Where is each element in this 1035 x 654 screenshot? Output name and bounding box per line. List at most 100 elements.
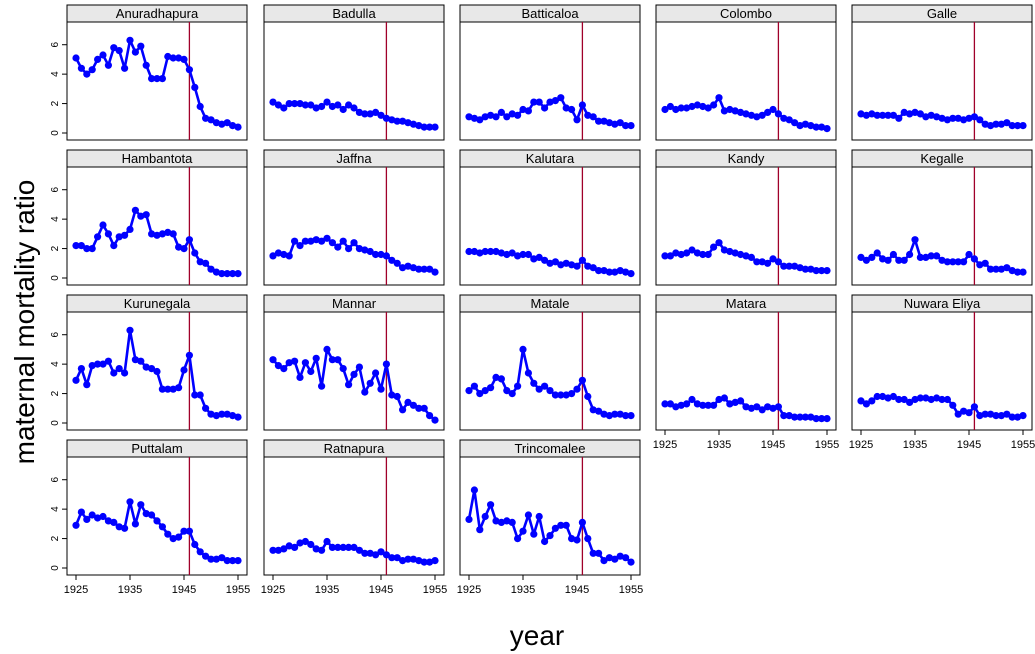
data-point [404,119,412,127]
data-point [965,409,973,417]
data-point [393,392,401,401]
data-point [557,391,565,399]
panel-title: Hambantota [122,151,194,166]
data-point [223,270,231,278]
data-point [497,249,505,257]
data-point [180,245,188,253]
data-point [94,514,102,522]
data-point [785,262,793,270]
data-point [409,555,417,563]
data-point [148,511,156,519]
panel-puttalam: Puttalam 0 2 4 6 1925 1935 1945 1955 [50,439,250,596]
data-point [470,247,478,256]
data-point [291,543,299,552]
data-point [857,110,865,118]
y-tick-label: 6 [50,476,61,482]
data-point [949,114,957,122]
data-point [970,403,979,411]
data-point [212,119,220,127]
data-point [605,554,614,562]
x-tick-label: 1945 [172,584,196,596]
data-point [409,120,417,128]
x-tick-label: 1935 [315,584,339,596]
data-point [339,105,347,114]
data-point [291,100,299,108]
data-point [366,549,374,557]
data-point [589,549,597,557]
data-point [524,250,533,259]
data-point [355,546,363,554]
data-point [992,412,1000,420]
data-point [476,390,484,398]
data-point [153,75,161,83]
data-point [661,105,669,114]
panel-title: Matara [726,296,767,311]
data-point [503,113,511,121]
data-point [415,557,423,565]
panel-title: Nuwara Eliya [904,296,981,311]
data-point [1019,268,1027,276]
panel-title: Mannar [332,296,377,311]
data-point [77,508,85,516]
panel-title: Anuradhapura [116,6,199,21]
data-point [158,230,166,238]
data-point [94,233,102,241]
data-point [551,97,560,105]
data-point [584,535,592,543]
y-tick-label: 0 [50,130,61,136]
data-point [307,237,315,245]
data-point [1008,413,1016,421]
data-point [196,391,204,399]
data-point [992,265,1000,273]
data-point [551,524,560,532]
data-point [605,119,614,127]
data-point [737,250,745,259]
data-point [1014,413,1022,421]
data-point [388,256,396,264]
data-point [535,385,543,393]
data-point [807,122,815,130]
data-point [307,101,315,109]
data-point [769,255,777,263]
data-point [688,246,696,254]
data-point [126,326,134,334]
data-point [672,403,680,411]
data-point [726,105,734,114]
data-point [137,42,145,50]
data-point [987,122,995,130]
data-point [104,230,112,238]
data-point [530,98,538,106]
data-point [1003,119,1011,127]
data-point [616,119,624,127]
data-point [110,242,118,250]
data-point [584,392,592,401]
data-point [906,110,914,118]
data-point [503,250,511,259]
data-point [148,365,156,373]
data-point [382,551,390,559]
data-point [497,518,505,527]
data-point [115,365,123,373]
data-point [616,552,624,560]
data-point [715,94,723,102]
data-point [175,533,183,541]
data-point [223,119,231,127]
x-tick-label: 1955 [619,584,643,596]
data-point [562,521,570,529]
data-point [862,256,871,264]
data-point [530,530,538,538]
panel-title: Colombo [720,6,772,21]
data-point [426,558,434,566]
data-point [514,535,522,543]
data-point [218,270,226,278]
data-point [774,403,783,411]
data-point [323,98,331,106]
data-point [758,258,766,266]
data-point [954,114,962,122]
data-point [169,230,177,238]
panel-kurunegala: Kurunegala 0 2 4 6 [50,294,248,431]
data-point [115,523,123,531]
data-point [812,267,820,275]
data-point [769,105,777,114]
